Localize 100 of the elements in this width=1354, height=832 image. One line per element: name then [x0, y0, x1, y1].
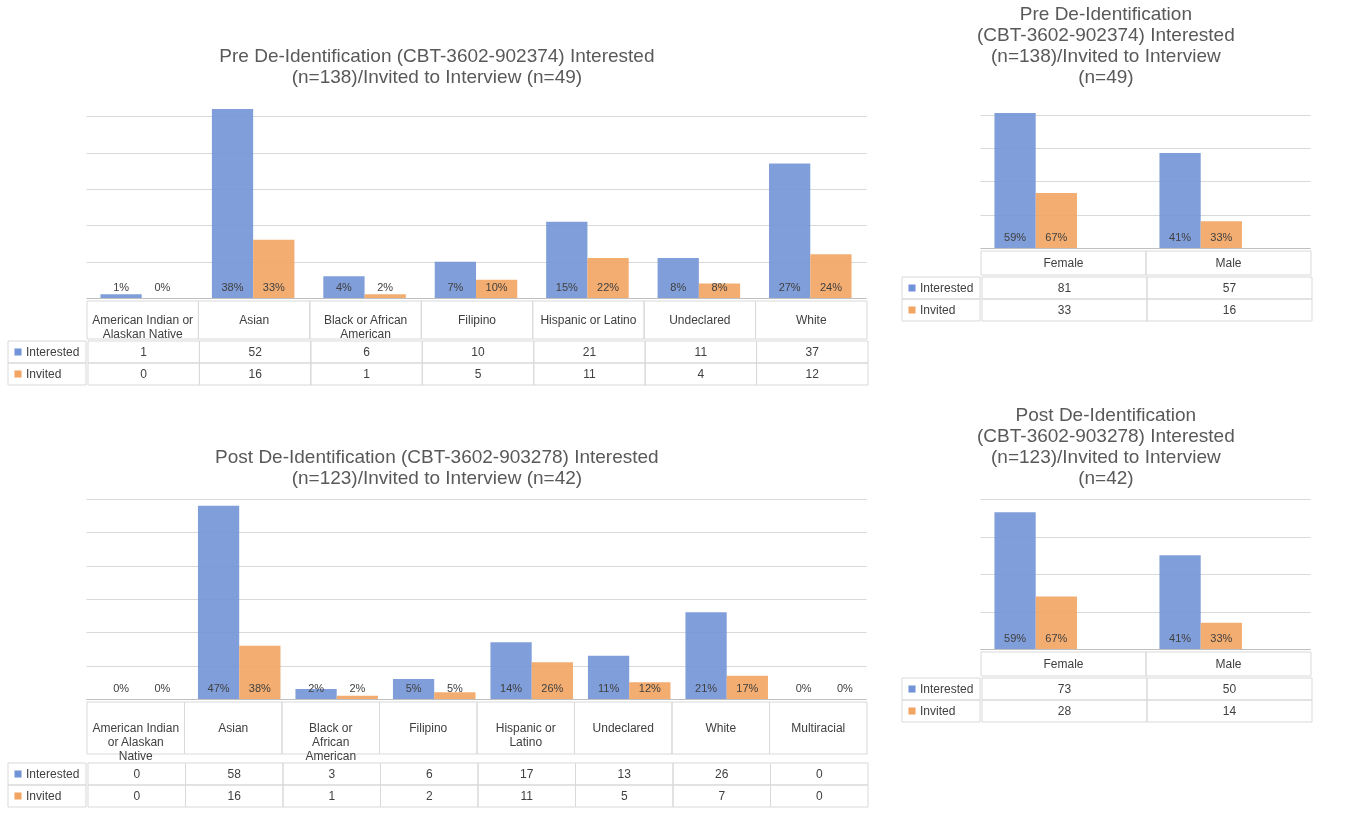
annotation: 41% — [1169, 632, 1192, 644]
data-label: 16 — [1222, 303, 1237, 317]
bar — [769, 163, 811, 298]
x-tick-label: Black or African American — [305, 721, 357, 763]
data-label: 10 — [471, 345, 485, 359]
data-label: 33 — [1057, 303, 1072, 317]
data-label: 26 — [715, 767, 729, 781]
bar — [685, 612, 727, 699]
annotation: 33% — [262, 281, 285, 293]
bar — [1159, 555, 1201, 649]
annotation: 38% — [221, 281, 244, 293]
annotation: 5% — [405, 682, 422, 694]
x-tick-label: Male — [1215, 657, 1242, 671]
bar — [434, 261, 476, 298]
bar — [531, 662, 573, 699]
legend-label: Invited — [26, 789, 62, 803]
legend-label: Invited — [920, 303, 956, 317]
annotation: 33% — [1210, 231, 1233, 243]
bar — [490, 642, 532, 699]
annotation: 7% — [447, 281, 464, 293]
annotation: 59% — [1004, 632, 1027, 644]
annotation: 0% — [154, 281, 171, 293]
bar — [994, 512, 1036, 649]
data-label: 16 — [227, 789, 242, 803]
data-label: 58 — [227, 767, 242, 781]
bar — [323, 276, 365, 298]
data-label: 11 — [694, 345, 708, 359]
annotation: 8% — [711, 281, 728, 293]
chart-title: Pre De-Identification (CBT-3602-902374) Interested (n=138)/Invited to Interview (n=49) — [977, 3, 1235, 88]
legend-label: Interested — [26, 345, 80, 359]
data-label: 6 — [425, 767, 433, 781]
data-label: 11 — [583, 367, 596, 381]
data-label: 6 — [363, 345, 371, 359]
data-label: 73 — [1057, 682, 1072, 696]
chart-title: Post De-Identification (CBT-3602-903278) Interested (n=123)/Invited to Interview (n=42) — [215, 446, 659, 489]
annotation: 17% — [736, 682, 759, 694]
data-label: 21 — [582, 345, 597, 359]
data-label: 50 — [1222, 682, 1237, 696]
bar — [810, 254, 852, 298]
data-label: 0 — [815, 789, 823, 803]
x-tick-label: Female — [1043, 256, 1084, 270]
data-label: 14 — [1222, 704, 1237, 718]
annotation: 27% — [778, 281, 801, 293]
data-label: 2 — [425, 789, 433, 803]
annotation: 59% — [1004, 231, 1027, 243]
annotation: 11% — [597, 682, 620, 694]
annotation: 67% — [1045, 632, 1068, 644]
x-tick-label: Undeclared — [669, 313, 731, 327]
x-tick-label: Female — [1043, 657, 1084, 671]
annotation: 38% — [248, 682, 272, 694]
data-label: 17 — [520, 767, 534, 781]
annotation: 0% — [795, 682, 812, 694]
x-tick-label: American Indian or Alaskan Native — [92, 313, 194, 341]
annotation: 21% — [695, 682, 718, 694]
legend-label: Interested — [920, 281, 974, 295]
annotation: 0% — [154, 682, 171, 694]
annotation: 2% — [377, 281, 394, 293]
bar — [1035, 193, 1077, 248]
data-label: 13 — [617, 767, 632, 781]
annotation: 22% — [597, 281, 620, 293]
annotation: 14% — [500, 682, 523, 694]
data-label: 0 — [133, 789, 141, 803]
annotation: 0% — [836, 682, 854, 694]
x-tick-label: Hispanic or Latino — [495, 721, 556, 749]
bar — [434, 692, 476, 699]
x-tick-label: Asian — [218, 721, 249, 735]
bar — [587, 258, 629, 298]
annotation: 41% — [1169, 231, 1192, 243]
bar — [211, 108, 254, 298]
annotation: 26% — [541, 682, 564, 694]
data-label: 28 — [1057, 704, 1072, 718]
legend-label: Interested — [920, 682, 974, 696]
annotation: 12% — [638, 682, 662, 694]
bar — [364, 294, 406, 298]
data-label: 11 — [520, 789, 534, 803]
annotation: 2% — [349, 682, 366, 694]
data-label: 7 — [718, 789, 726, 803]
data-label: 1 — [363, 367, 371, 381]
bar — [253, 239, 295, 298]
chart-title: Post De-Identification (CBT-3602-903278) Interested (n=123)/Invited to Interview (n=42) — [977, 404, 1235, 489]
data-label: 3 — [328, 767, 336, 781]
data-label: 12 — [805, 367, 820, 381]
data-label: 0 — [140, 367, 148, 381]
bar — [1159, 153, 1201, 248]
annotation: 67% — [1045, 231, 1068, 243]
data-label: 57 — [1222, 281, 1237, 295]
annotation: 8% — [670, 281, 687, 293]
x-tick-label: Black or African American — [323, 313, 408, 341]
annotation: 1% — [113, 281, 130, 293]
x-tick-label: Filipino — [457, 313, 497, 327]
bar — [587, 655, 630, 699]
data-label: 0 — [133, 767, 141, 781]
data-label: 5 — [620, 789, 628, 803]
annotation: 15% — [555, 281, 579, 293]
bar — [994, 113, 1036, 248]
bar — [197, 505, 240, 699]
chart-title: Pre De-Identification (CBT-3602-902374) Interested (n=138)/Invited to Interview (n=49) — [219, 45, 655, 88]
annotation: 24% — [819, 281, 843, 293]
legend-label: Invited — [26, 367, 62, 381]
annotation: 0% — [113, 682, 130, 694]
